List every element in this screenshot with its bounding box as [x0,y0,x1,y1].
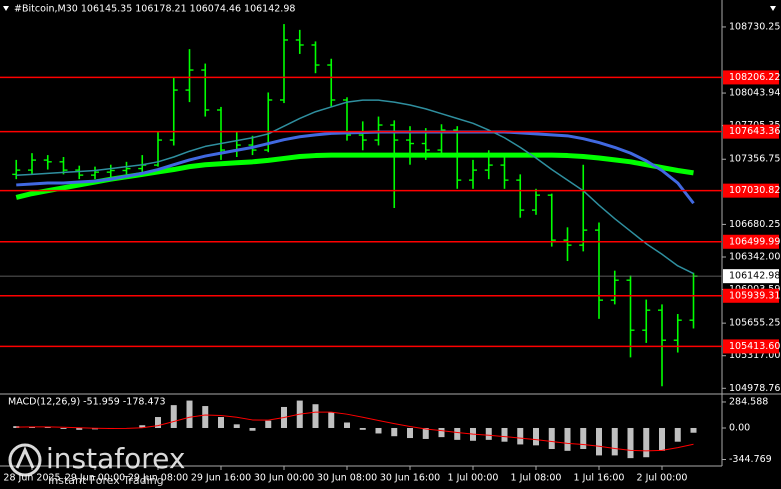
watermark: instaforex Instant Forex Trading [8,442,185,487]
x-tick-label: 2 Jul 00:00 [637,473,688,484]
menu-triangle [770,6,776,11]
histogram-bar [627,427,634,459]
histogram-bar [139,425,146,428]
indicator-line [16,130,695,205]
x-tick-label: 29 Jun 00:00 [65,473,125,484]
histogram-bar [690,427,697,433]
histogram-bar [580,427,587,450]
x-tick-label: 1 Jul 08:00 [511,473,562,484]
histogram-bar [359,427,366,430]
histogram-bar [407,427,413,439]
histogram-bar [501,427,508,442]
x-tick-label: 30 Jun 00:00 [254,473,314,484]
histogram-bar [596,427,602,456]
level-box [723,70,779,85]
histogram-bar [548,427,555,450]
x-tick-label: 1 Jul 00:00 [448,473,499,484]
level-box [723,339,779,354]
x-tick-label: 30 Jun 08:00 [317,473,377,484]
y-tick-label: 0.00 [729,422,750,433]
histogram-bar [659,427,665,451]
level-label: 105413.60 [729,341,780,352]
histogram-bar [186,400,193,428]
y-tick-label: 284.588 [729,396,768,407]
histogram-bar [643,427,650,458]
indicator-line [16,99,694,275]
level-label: 105939.31 [729,290,780,301]
histogram-bar [44,427,51,428]
x-tick-label: 29 Jun 08:00 [128,473,188,484]
logo [15,446,35,469]
histogram-bar [233,424,240,428]
y-tick-label: 104978.76 [729,383,780,394]
histogram-bar [422,427,429,439]
histogram-bar [13,426,20,428]
histogram-bar [265,420,272,428]
histogram-bar [155,417,161,428]
y-tick-label: 106342.00 [729,251,780,262]
level-label: 107643.36 [729,126,780,137]
y-tick-label: 105317.00 [729,350,780,361]
y-tick-label: 108043.94 [729,88,780,99]
logo [8,443,42,477]
histogram-bar [438,427,445,438]
y-tick-label: 106680.25 [729,219,780,230]
histogram-bar [344,422,350,428]
histogram-bar [76,427,83,430]
histogram-bar [312,404,319,428]
level-box [723,288,779,303]
histogram-bar [517,427,524,445]
histogram-bar [60,427,67,429]
indicator-line [16,411,694,452]
x-tick-label: 28 Jun 2025 [3,473,60,484]
histogram-bar [533,427,539,446]
level-label: 108206.22 [729,72,780,83]
y-tick-label: 107356.75 [729,154,780,165]
histogram-bar [328,412,335,428]
last-price-box [723,269,779,284]
watermark-tagline: Instant Forex Trading [48,474,164,487]
histogram-bar [611,427,618,456]
level-label: 107030.82 [729,185,780,196]
y-tick-label: 105655.25 [729,318,780,329]
last-price-label: 106142.98 [729,271,780,282]
menu-triangle [3,6,9,11]
x-tick-label: 29 Jun 16:00 [191,473,251,484]
x-tick-label: 30 Jun 16:00 [380,473,440,484]
y-tick-label: 108730.25 [729,21,780,32]
histogram-bar [454,427,461,440]
histogram-bar [170,405,177,428]
histogram-bar [564,427,571,451]
plot: 108730.25108043.94107705.35107356.751066… [0,21,780,484]
level-label: 106499.99 [729,236,780,247]
histogram-bar [249,427,256,431]
histogram-bar [485,427,492,440]
y-tick-label: -344.769 [729,454,772,465]
chart-title: #Bitcoin,M30 106145.35 106178.21 106074.… [14,4,295,15]
histogram-bar [391,427,398,437]
histogram-bar [202,406,209,428]
macd-title: MACD(12,26,9) -51.959 -178.473 [8,397,166,408]
watermark-brand: instaforex [46,442,185,475]
level-box [723,124,779,139]
histogram-bar [375,427,382,434]
level-box [723,234,779,249]
x-tick-label: 1 Jul 16:00 [574,473,625,484]
histogram-bar [218,417,224,428]
level-box [723,183,779,198]
histogram-bar [674,427,681,442]
